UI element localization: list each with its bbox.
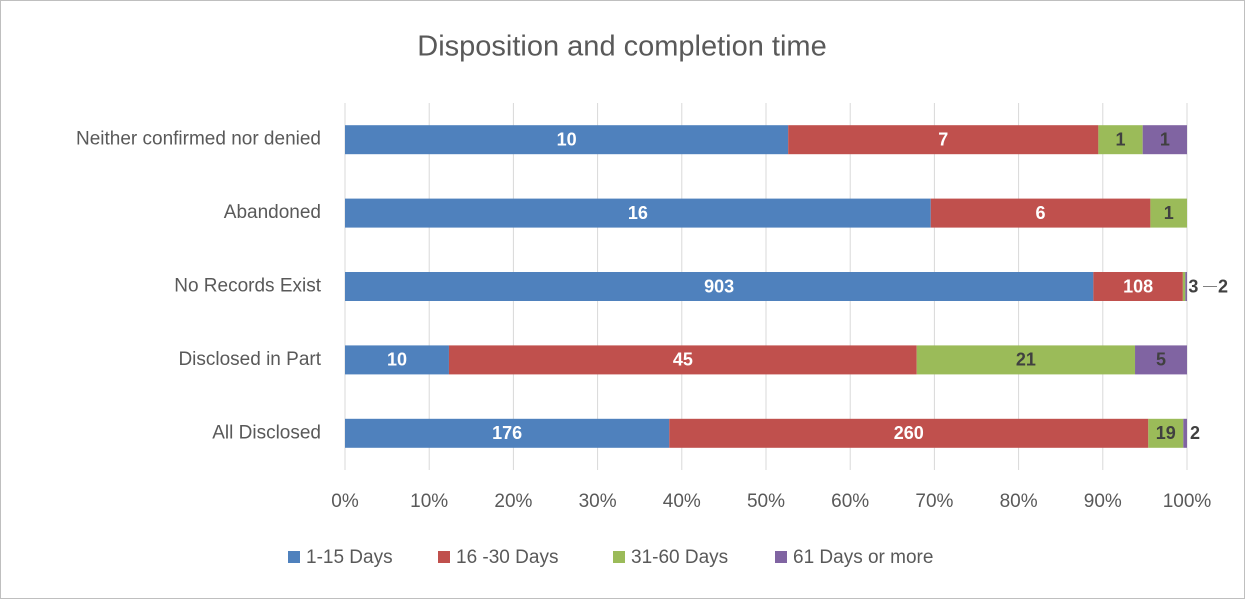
y-tick-label: No Records Exist <box>174 276 321 297</box>
bar-segment <box>1183 418 1187 448</box>
data-label: 1 <box>1164 203 1174 223</box>
y-tick-label: All Disclosed <box>212 422 321 443</box>
bar-segment <box>345 272 1094 301</box>
data-label: 1 <box>1116 129 1126 149</box>
data-label: 176 <box>492 423 522 443</box>
bar-segment <box>669 418 1149 448</box>
chart-title: Disposition and completion time <box>417 31 826 63</box>
data-label: 6 <box>1036 203 1046 223</box>
x-tick-label: 40% <box>663 491 701 512</box>
y-tick-label: Neither confirmed nor denied <box>76 129 321 150</box>
legend-swatch <box>438 551 450 563</box>
data-label: 7 <box>938 129 948 149</box>
x-tick-label: 20% <box>494 491 532 512</box>
data-label: 903 <box>704 276 734 296</box>
x-tick-label: 10% <box>410 491 448 512</box>
bar-segment <box>448 345 917 375</box>
legend-label: 31-60 Days <box>631 547 728 568</box>
x-tick-label: 100% <box>1163 491 1212 512</box>
bar-segment <box>1148 418 1184 448</box>
data-label: 19 <box>1156 423 1176 443</box>
legend-swatch <box>288 551 300 563</box>
bar-segment <box>916 345 1136 375</box>
x-tick-label: 0% <box>331 491 359 512</box>
bar-segment <box>1142 125 1187 155</box>
data-label: 1 <box>1160 129 1170 149</box>
data-label: 10 <box>557 129 577 149</box>
x-tick-label: 50% <box>747 491 785 512</box>
bar-segment <box>345 418 670 448</box>
x-tick-label: 80% <box>1000 491 1038 512</box>
data-label: 21 <box>1016 350 1036 370</box>
bar-segment <box>1185 272 1187 301</box>
x-tick-label: 90% <box>1084 491 1122 512</box>
x-tick-label: 30% <box>579 491 617 512</box>
bar-segment <box>1182 272 1186 301</box>
bar-segment <box>930 198 1151 228</box>
data-label: 5 <box>1156 350 1166 370</box>
data-label: 108 <box>1123 276 1153 296</box>
legend-label: 61 Days or more <box>793 547 933 568</box>
bar-segment <box>1135 345 1187 375</box>
data-label: 10 <box>387 350 407 370</box>
bar-segment <box>788 125 1099 155</box>
x-tick-label: 70% <box>915 491 953 512</box>
data-label: 2 <box>1218 276 1228 296</box>
legend-label: 16 -30 Days <box>456 547 558 568</box>
legend-swatch <box>613 551 625 563</box>
y-tick-label: Abandoned <box>224 202 321 223</box>
data-label: 16 <box>628 203 648 223</box>
legend-label: 1-15 Days <box>306 547 393 568</box>
y-tick-label: Disclosed in Part <box>178 349 321 370</box>
bar-segment <box>345 198 931 228</box>
legend-swatch <box>775 551 787 563</box>
bar-segment <box>345 345 449 375</box>
bar-segment <box>345 125 789 155</box>
data-label: 2 <box>1190 423 1200 443</box>
data-label: 3 <box>1188 276 1198 296</box>
x-tick-label: 60% <box>831 491 869 512</box>
data-label: 45 <box>673 350 693 370</box>
bar-segment <box>1093 272 1183 301</box>
bar-segment <box>1098 125 1143 155</box>
bar-segment <box>1150 198 1187 228</box>
data-label: 260 <box>894 423 924 443</box>
